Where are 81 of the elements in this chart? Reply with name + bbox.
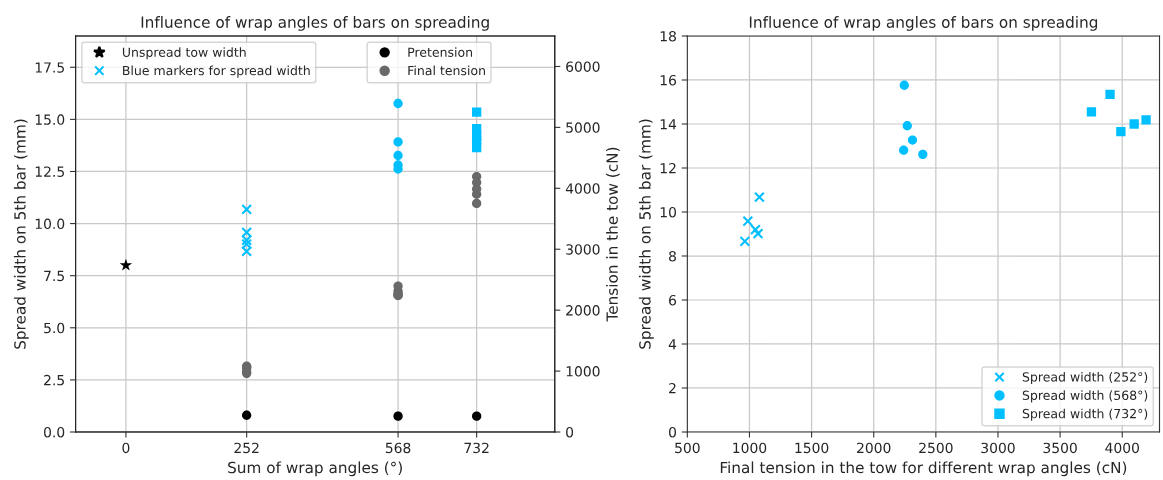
y-tick-label: 5.0 <box>44 322 65 334</box>
point <box>241 226 253 238</box>
legend-label: Final tension <box>408 65 485 76</box>
x-tick-label: 4000 <box>1105 442 1139 454</box>
y-tick-label: 16 <box>660 74 677 86</box>
point <box>393 98 403 109</box>
y-tick-label: 10 <box>660 206 676 218</box>
point <box>241 238 253 250</box>
y-tick-label: 2.5 <box>44 374 64 386</box>
y2-axis-title: Tension in the tow (cN) <box>606 147 620 322</box>
point <box>241 245 253 257</box>
x-tick-label: 0 <box>122 442 130 454</box>
y-tick-label: 12 <box>660 162 676 174</box>
point <box>752 228 764 239</box>
legend-label: Pretension <box>408 47 473 57</box>
y2-tick-label: 4000 <box>565 183 600 194</box>
x-tick-label: 2500 <box>919 442 953 454</box>
y2-tick-label: 6000 <box>566 61 600 72</box>
point <box>1129 119 1139 129</box>
y2-tick-label: 5000 <box>566 122 600 133</box>
point <box>241 234 253 246</box>
legend-label: Spread width (568°) <box>1022 390 1148 403</box>
y-axis-title: Spread width on 5th bar (mm) <box>13 119 29 349</box>
y-tick-label: 0 <box>669 426 676 438</box>
x-tick-label: 1000 <box>733 442 767 454</box>
point <box>902 121 912 131</box>
point <box>1105 89 1115 99</box>
y-tick-label: 8 <box>669 250 676 262</box>
x-tick-label: 732 <box>464 442 489 454</box>
point <box>471 411 482 421</box>
point <box>471 107 482 117</box>
chart-title: Influence of wrap angles of bars on spreading <box>749 16 1098 31</box>
y-tick-label: 6 <box>669 294 677 306</box>
point <box>739 235 751 247</box>
y-tick-label: 18 <box>660 30 676 42</box>
point <box>742 215 754 227</box>
x-axis-title: Sum of wrap angles (°) <box>228 461 402 477</box>
y-tick-label: 7.5 <box>44 270 64 282</box>
y2-tick-label: 2000 <box>566 305 600 316</box>
x-axis-title: Final tension in the tow for different wrap angles (cN) <box>720 461 1127 477</box>
x-tick-label: 500 <box>675 442 700 454</box>
point <box>753 191 765 203</box>
point <box>1141 115 1151 125</box>
point <box>241 203 253 215</box>
x-tick-label: 3500 <box>1043 442 1077 454</box>
point <box>899 80 909 90</box>
x-tick-label: 3000 <box>981 442 1015 454</box>
x-tick-label: 1500 <box>795 442 829 454</box>
y-tick-label: 17.5 <box>35 62 64 73</box>
y2-tick-label: 0 <box>566 426 574 438</box>
legend-label: Blue markers for spread width <box>123 65 310 78</box>
y-tick-label: 14 <box>660 119 677 130</box>
y-tick-label: 0.0 <box>44 426 65 438</box>
point <box>242 410 252 420</box>
y2-tick-label: 1000 <box>566 366 600 377</box>
chart-title: Influence of wrap angles of bars on spreading <box>141 16 489 31</box>
y-tick-label: 2 <box>669 382 676 394</box>
point <box>393 137 403 147</box>
point <box>471 198 482 209</box>
point <box>1116 127 1126 137</box>
point <box>907 135 918 145</box>
point <box>119 258 133 271</box>
legend-label: Unspread tow width <box>122 47 246 60</box>
y-tick-label: 10.0 <box>35 218 65 230</box>
x-tick-label: 568 <box>385 442 411 454</box>
point <box>393 150 403 161</box>
x-tick-label: 2000 <box>857 442 891 454</box>
point <box>471 131 482 141</box>
x-tick-label: 252 <box>234 442 259 454</box>
y-tick-label: 4 <box>668 339 677 350</box>
y2-tick-label: 3000 <box>566 244 600 255</box>
point <box>918 149 928 160</box>
y-axis-title: Spread width on 5th bar (mm) <box>638 119 654 349</box>
point <box>393 411 403 421</box>
legend-label: Spread width (732°) <box>1022 408 1148 421</box>
point <box>1086 107 1097 117</box>
point <box>899 145 909 155</box>
y-tick-label: 12.5 <box>35 166 64 177</box>
point <box>749 224 761 236</box>
legend-label: Spread width (252°) <box>1022 371 1148 385</box>
y-tick-label: 15.0 <box>35 114 65 125</box>
